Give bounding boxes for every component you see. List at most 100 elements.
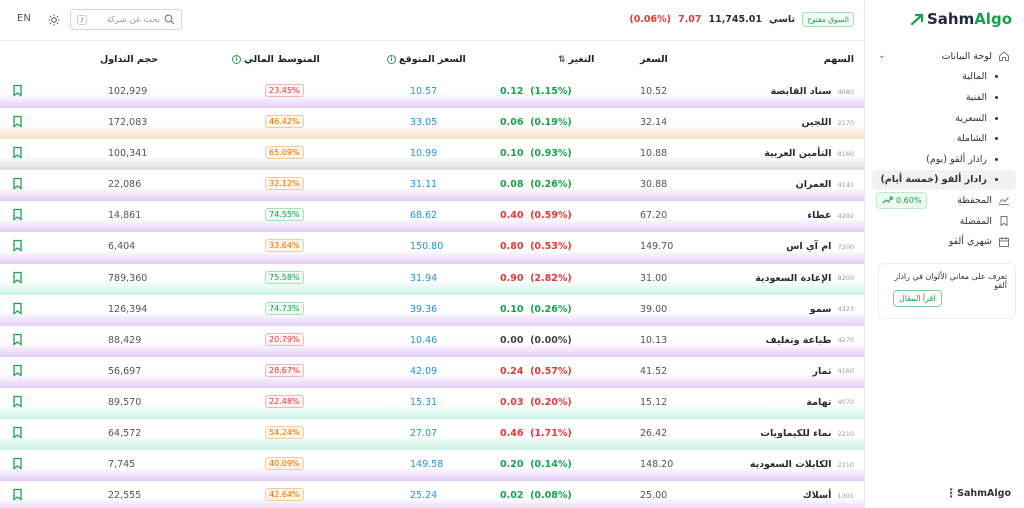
sidebar-item-6[interactable]: رادار ألقو (خمسة أيام)	[872, 169, 1016, 191]
bookmark-icon[interactable]	[12, 426, 23, 439]
sidebar-item-0[interactable]: لوحة البيانات ⌄	[872, 46, 1016, 67]
bookmark-icon[interactable]	[12, 115, 23, 128]
sidebar-item-8[interactable]: المفضلة	[872, 211, 1016, 232]
stock-name-cell[interactable]: 4070 تهامة	[806, 397, 854, 408]
stock-code: 4080	[837, 87, 854, 96]
info-icon[interactable]: i	[232, 55, 241, 64]
stock-name-cell[interactable]: 1301 أسلاك	[803, 490, 854, 501]
chevron-down-icon[interactable]: ⌄	[878, 51, 886, 62]
stock-name-cell[interactable]: 4292 عطاء	[807, 210, 854, 221]
sidebar-item-7[interactable]: المحفظة 0.60%	[872, 190, 1016, 211]
stock-name-cell[interactable]: 8160 التأمين العربية	[764, 148, 854, 159]
bookmark-icon[interactable]	[12, 457, 23, 470]
search-input[interactable]: بحث عن شركة	[106, 14, 160, 25]
header-change[interactable]: التغير ⇅	[558, 54, 595, 65]
stock-name-cell[interactable]: 4160 ثمار	[812, 366, 854, 377]
info-card: تعرف على معاني الألوان في رادار ألقو اقر…	[878, 263, 1016, 319]
trading-volume: 64,572	[108, 428, 142, 440]
expected-price: 149.58	[410, 459, 444, 471]
bullet-icon	[995, 178, 998, 182]
search-box[interactable]: بحث عن شركة /	[70, 9, 182, 30]
bookmark-icon[interactable]	[12, 488, 23, 501]
stock-price: 41.52	[640, 365, 668, 377]
sidebar-item-4[interactable]: الشاملة	[872, 128, 1016, 149]
stock-change: 0.06 (0.19%)	[500, 117, 590, 128]
market-status-badge: السوق مفتوح	[802, 12, 854, 27]
bookmark-icon[interactable]	[12, 333, 23, 346]
sidebar-item-5[interactable]: رادار ألقو (يوم)	[872, 149, 1016, 170]
more-options-icon[interactable]: ⋮	[945, 486, 958, 500]
header-volume[interactable]: حجم التداول	[100, 54, 159, 65]
stock-name-cell[interactable]: 8200 الإعادة السعودية	[755, 273, 854, 284]
stock-name-cell[interactable]: 2210 نماء للكيماويات	[760, 428, 854, 439]
stock-name-cell[interactable]: 4270 طباعة وتغليف	[766, 335, 854, 346]
row-color-band	[0, 498, 864, 508]
bookmark-icon[interactable]	[12, 208, 23, 222]
change-pct: (0.26%)	[530, 303, 572, 315]
header-avg[interactable]: المتوسط المالي i	[232, 54, 320, 65]
sort-icon[interactable]: ⇅	[558, 54, 566, 65]
stock-name-cell[interactable]: 2110 الكابلات السعودية	[750, 459, 854, 470]
table-row[interactable]: 1301 أسلاك 25.00 0.02 (0.08%) 25.24 42.6…	[0, 481, 864, 508]
sidebar-item-2[interactable]: الفنية	[872, 87, 1016, 108]
sidebar-item-1[interactable]: المالية	[872, 67, 1016, 88]
sidebar-item-label: الشاملة	[956, 133, 987, 145]
sidebar: Sahm Algo لوحة البيانات ⌄ المالية الفنية السع…	[864, 0, 1024, 508]
sidebar-item-3[interactable]: السعرية	[872, 108, 1016, 129]
header-stock[interactable]: السهم	[823, 54, 854, 65]
sidebar-item-9[interactable]: شهري ألقو	[872, 231, 1016, 252]
stock-name-cell[interactable]: 7200 ام آي اس	[786, 241, 854, 252]
logo[interactable]: Sahm Algo	[910, 10, 1012, 28]
table-row[interactable]: 8200 الإعادة السعودية 31.00 0.90 (2.82%)…	[0, 264, 864, 295]
sidebar-item-label: المحفظة	[957, 194, 992, 206]
table-row[interactable]: 2170 اللجين 32.14 0.06 (0.19%) 33.05 46.…	[0, 108, 864, 140]
stock-name-cell[interactable]: 2170 اللجين	[801, 117, 854, 128]
read-article-button[interactable]: اقرأ المقال	[893, 290, 942, 307]
stock-name: ثمار	[812, 365, 832, 377]
stock-name: العمران	[795, 179, 832, 191]
table-row[interactable]: 2110 الكابلات السعودية 148.20 0.20 (0.14…	[0, 450, 864, 482]
user-menu[interactable]: SahmAlgo ⋮	[872, 486, 1016, 500]
table-row[interactable]: 4080 سناد القابضة 10.52 0.12 (1.15%) 10.…	[0, 77, 864, 109]
stock-code: 4141	[837, 180, 854, 189]
table-row[interactable]: 8160 التأمين العربية 10.88 0.10 (0.93%) …	[0, 139, 864, 171]
table-row[interactable]: 4270 طباعة وتغليف 10.13 0.00 (0.00%) 10.…	[0, 326, 864, 357]
bookmark-icon[interactable]	[12, 364, 23, 377]
theme-toggle-sun-icon[interactable]	[48, 14, 60, 26]
avg-badge: 42.64%	[265, 488, 304, 502]
bookmark-icon[interactable]	[12, 271, 23, 284]
bookmark-icon[interactable]	[12, 302, 23, 315]
row-color-band	[0, 280, 864, 295]
change-pct: (1.71%)	[530, 428, 572, 440]
bookmark-icon[interactable]	[12, 84, 23, 97]
bookmark-icon[interactable]	[12, 177, 23, 191]
stock-name-cell[interactable]: 4080 سناد القابضة	[771, 86, 854, 97]
stock-name-cell[interactable]: 4323 سمو	[810, 304, 854, 315]
row-color-band	[0, 467, 864, 482]
bookmark-icon[interactable]	[12, 146, 23, 159]
table-row[interactable]: 4292 عطاء 67.20 0.40 (0.59%) 68.62 74.55…	[0, 201, 864, 233]
header-expected[interactable]: السعر المتوقع i	[387, 54, 466, 65]
bookmark-icon[interactable]	[12, 395, 23, 408]
language-toggle[interactable]: EN	[17, 13, 31, 24]
stock-name-cell[interactable]: 4141 العمران	[796, 179, 854, 190]
table-row[interactable]: 4160 ثمار 41.52 0.24 (0.57%) 42.09 28.67…	[0, 357, 864, 388]
row-color-band	[0, 187, 864, 202]
search-shortcut-key: /	[77, 14, 88, 25]
table-row[interactable]: 7200 ام آي اس 149.70 0.80 (0.53%) 150.80…	[0, 232, 864, 264]
index-value: 11,745.01	[708, 14, 762, 25]
stock-code: 2170	[837, 118, 854, 127]
bullet-icon	[995, 95, 998, 99]
header-price[interactable]: السعر	[640, 54, 668, 65]
table-row[interactable]: 4141 العمران 30.88 0.08 (0.26%) 31.11 32…	[0, 170, 864, 202]
stock-price: 31.00	[640, 272, 668, 284]
bookmark-icon[interactable]	[12, 239, 23, 253]
table-row[interactable]: 2210 نماء للكيماويات 26.42 0.46 (1.71%) …	[0, 419, 864, 451]
expected-price: 31.94	[410, 272, 438, 284]
bullet-icon	[995, 116, 998, 120]
table-row[interactable]: 4070 تهامة 15.12 0.03 (0.20%) 15.31 22.4…	[0, 388, 864, 420]
table-row[interactable]: 4323 سمو 39.00 0.10 (0.26%) 39.36 74.73%…	[0, 295, 864, 326]
avg-badge: 28.67%	[265, 363, 304, 377]
info-icon[interactable]: i	[387, 55, 396, 64]
info-card-text: تعرف على معاني الألوان في رادار ألقو	[894, 272, 1007, 290]
